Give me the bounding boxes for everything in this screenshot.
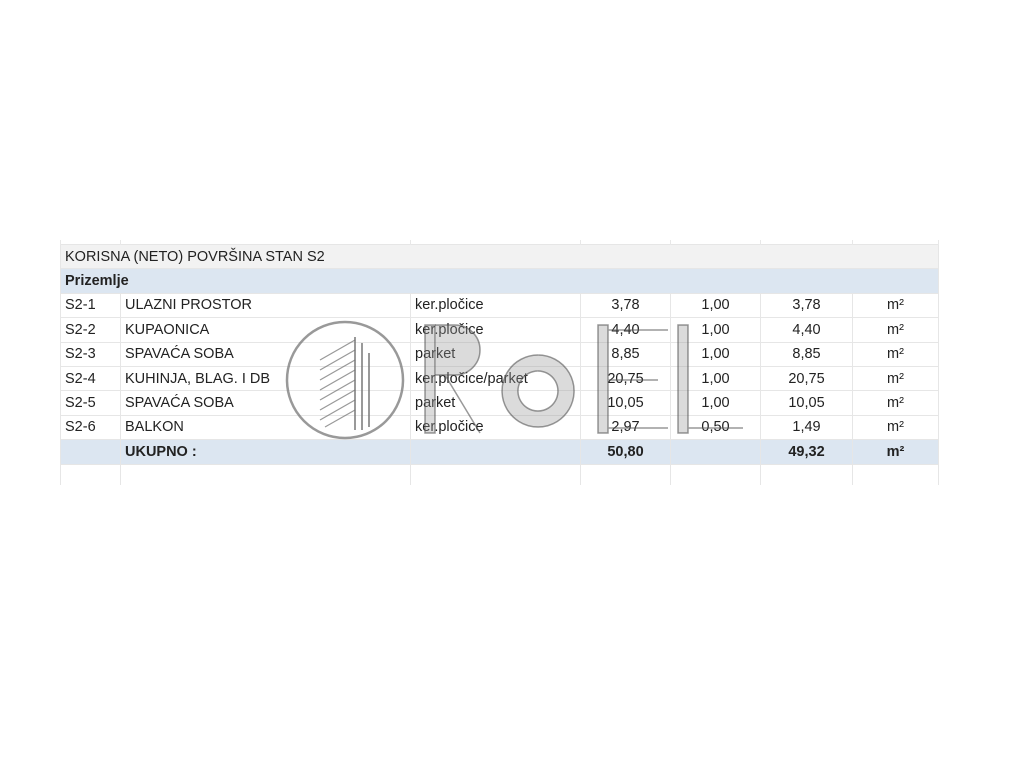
- floor-type: ker.pločice: [410, 414, 581, 441]
- room-id: S2-3: [60, 341, 121, 367]
- unit: m²: [852, 365, 939, 392]
- gross-area: 4,40: [580, 317, 671, 343]
- coefficient: 1,00: [670, 341, 761, 367]
- net-area: 20,75: [760, 365, 853, 392]
- coefficient: 1,00: [670, 390, 761, 416]
- room-name: ULAZNI PROSTOR: [120, 292, 411, 319]
- table-row: S2-3 SPAVAĆA SOBA parket 8,85 1,00 8,85 m²: [60, 341, 939, 367]
- net-area: 3,78: [760, 292, 853, 319]
- room-name: SPAVAĆA SOBA: [120, 390, 411, 416]
- gross-area: 10,05: [580, 390, 671, 416]
- unit: m²: [852, 341, 939, 367]
- gross-area: 3,78: [580, 292, 671, 319]
- table-title: KORISNA (NETO) POVRŠINA STAN S2: [60, 243, 939, 270]
- total-area: 50,80: [580, 439, 671, 465]
- section-row: Prizemlje: [60, 268, 939, 294]
- room-id: S2-5: [60, 390, 121, 416]
- net-area: 10,05: [760, 390, 853, 416]
- table-row: S2-6 BALKON ker.pločice 2,97 0,50 1,49 m²: [60, 414, 939, 441]
- net-area: 8,85: [760, 341, 853, 367]
- table-title-row: KORISNA (NETO) POVRŠINA STAN S2: [60, 243, 939, 270]
- floor-type: ker.pločice: [410, 317, 581, 343]
- table-row: S2-4 KUHINJA, BLAG. I DB ker.pločice/parke…: [60, 365, 939, 392]
- room-name: BALKON: [120, 414, 411, 441]
- unit: m²: [852, 317, 939, 343]
- coefficient: 0,50: [670, 414, 761, 441]
- total-row: UKUPNO : 50,80 49,32 m²: [60, 439, 939, 465]
- room-name: SPAVAĆA SOBA: [120, 341, 411, 367]
- total-unit: m²: [852, 439, 939, 465]
- net-area: 1,49: [760, 414, 853, 441]
- room-name: KUPAONICA: [120, 317, 411, 343]
- floor-type: ker.pločice: [410, 292, 581, 319]
- total-label: UKUPNO :: [120, 439, 411, 465]
- coefficient: 1,00: [670, 365, 761, 392]
- gross-area: 8,85: [580, 341, 671, 367]
- unit: m²: [852, 390, 939, 416]
- room-id: S2-4: [60, 365, 121, 392]
- coefficient: 1,00: [670, 317, 761, 343]
- area-table: KORISNA (NETO) POVRŠINA STAN S2 Prizemlj…: [60, 240, 939, 485]
- coefficient: 1,00: [670, 292, 761, 319]
- floor-type: ker.pločice/parket: [410, 365, 581, 392]
- unit: m²: [852, 292, 939, 319]
- section-label: Prizemlje: [60, 268, 939, 294]
- table-row: S2-1 ULAZNI PROSTOR ker.pločice 3,78 1,00 3,7…: [60, 292, 939, 319]
- room-id: S2-2: [60, 317, 121, 343]
- floor-type: parket: [410, 390, 581, 416]
- gross-area: 20,75: [580, 365, 671, 392]
- room-id: S2-1: [60, 292, 121, 319]
- table-row: S2-2 KUPAONICA ker.pločice 4,40 1,00 4,40 m²: [60, 317, 939, 343]
- floor-type: parket: [410, 341, 581, 367]
- room-name: KUHINJA, BLAG. I DB: [120, 365, 411, 392]
- total-net: 49,32: [760, 439, 853, 465]
- unit: m²: [852, 414, 939, 441]
- table-row: S2-5 SPAVAĆA SOBA parket 10,05 1,00 10,05 m²: [60, 390, 939, 416]
- net-area: 4,40: [760, 317, 853, 343]
- room-id: S2-6: [60, 414, 121, 441]
- gross-area: 2,97: [580, 414, 671, 441]
